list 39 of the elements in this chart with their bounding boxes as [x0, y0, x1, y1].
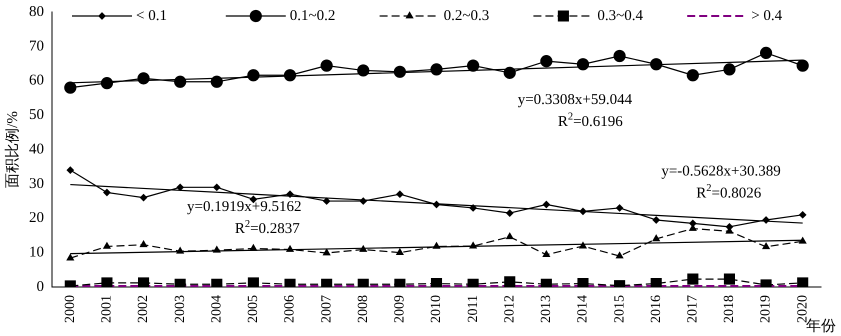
x-tick-label: 2011 [466, 295, 481, 322]
legend-label: 0.3~0.4 [597, 8, 644, 24]
y-tick-label: 50 [29, 107, 44, 124]
annotation: y=0.3308x+59.044 [518, 92, 633, 108]
x-tick-label: 2006 [282, 295, 298, 323]
x-tick-label: 2005 [246, 295, 262, 323]
y-axis-title: 面积比例/% [4, 111, 21, 188]
legend-label: 0.1~0.2 [290, 8, 336, 24]
x-tick-label: 2009 [392, 295, 408, 323]
x-tick-label: 2008 [356, 295, 371, 323]
x-tick-label: 2014 [576, 295, 591, 323]
x-tick-label: 2002 [136, 295, 152, 323]
x-tick-label: 2004 [209, 295, 224, 323]
x-axis-title: 年份 [806, 317, 836, 334]
y-tick-label: 60 [29, 72, 44, 89]
x-tick-label: 2000 [62, 295, 78, 323]
legend-label: < 0.1 [136, 8, 167, 24]
x-tick-label: 2010 [429, 295, 444, 323]
x-tick-label: 2007 [319, 295, 334, 323]
legend-label: > 0.4 [751, 8, 783, 24]
x-tick-label: 2003 [172, 295, 188, 323]
x-tick-label: 2019 [758, 295, 774, 323]
x-tick-label: 2012 [502, 295, 518, 323]
y-tick-label: 70 [29, 38, 44, 54]
y-tick-label: 20 [29, 210, 44, 226]
x-tick-label: 2013 [539, 295, 554, 323]
y-tick-label: 0 [36, 278, 44, 295]
y-tick-label: 40 [29, 141, 44, 158]
x-tick-label: 2015 [612, 295, 628, 323]
annotation: y=0.1919x+9.5162 [187, 199, 302, 216]
x-tick-label: 2016 [648, 295, 664, 323]
x-tick-label: 2017 [686, 295, 701, 323]
legend-label: 0.2~0.3 [444, 8, 490, 24]
x-tick-label: 2001 [100, 295, 115, 323]
x-tick-label: 2018 [722, 295, 738, 323]
annotation: y=-0.5628x+30.389 [661, 163, 781, 180]
y-tick-label: 30 [29, 176, 44, 192]
y-tick-label: 10 [29, 244, 44, 261]
y-tick-label: 80 [29, 4, 44, 20]
